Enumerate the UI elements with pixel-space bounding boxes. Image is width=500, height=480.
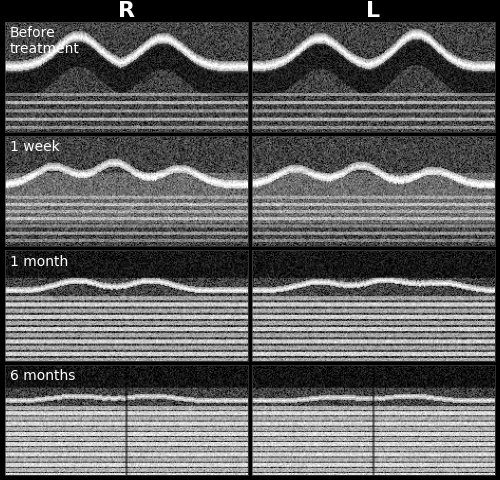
Text: Before
treatment: Before treatment	[10, 26, 80, 56]
Text: 6 months: 6 months	[10, 369, 75, 383]
Text: R: R	[118, 1, 135, 21]
Text: L: L	[366, 1, 380, 21]
Text: 1 month: 1 month	[10, 255, 68, 269]
Text: 1 week: 1 week	[10, 140, 59, 155]
